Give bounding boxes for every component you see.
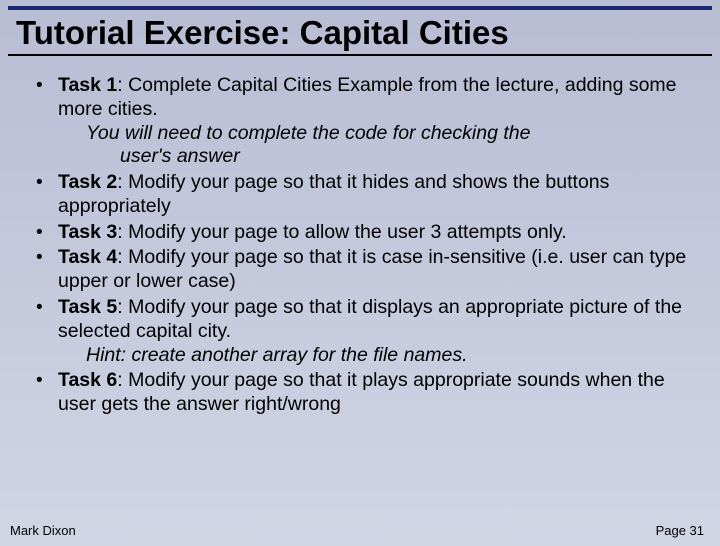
task-item: Task 3: Modify your page to allow the us… xyxy=(34,221,692,245)
task-label: Task 2 xyxy=(58,171,117,193)
task-text: : Modify your page so that it is case in… xyxy=(58,246,686,292)
footer: Mark Dixon Page 31 xyxy=(0,523,720,538)
task-label: Task 5 xyxy=(58,296,117,318)
task-item: Task 1: Complete Capital Cities Example … xyxy=(34,74,692,169)
task-subtext: Hint: create another array for the file … xyxy=(58,344,692,368)
task-text: : Complete Capital Cities Example from t… xyxy=(58,74,677,120)
task-label: Task 4 xyxy=(58,246,117,268)
task-item: Task 4: Modify your page so that it is c… xyxy=(34,246,692,294)
task-item: Task 5: Modify your page so that it disp… xyxy=(34,296,692,367)
footer-page: Page 31 xyxy=(656,523,704,538)
content-area: Task 1: Complete Capital Cities Example … xyxy=(0,74,720,417)
task-subtext-cont: user's answer xyxy=(58,145,692,169)
task-item: Task 6: Modify your page so that it play… xyxy=(34,369,692,417)
task-subtext: You will need to complete the code for c… xyxy=(58,122,692,146)
slide-title: Tutorial Exercise: Capital Cities xyxy=(0,10,720,54)
footer-author: Mark Dixon xyxy=(10,523,76,538)
task-item: Task 2: Modify your page so that it hide… xyxy=(34,171,692,219)
task-text: : Modify your page so that it displays a… xyxy=(58,296,682,342)
task-label: Task 6 xyxy=(58,369,117,391)
task-text: : Modify your page so that it hides and … xyxy=(58,171,609,217)
task-list: Task 1: Complete Capital Cities Example … xyxy=(34,74,692,417)
task-text: : Modify your page to allow the user 3 a… xyxy=(117,221,566,243)
task-text: : Modify your page so that it plays appr… xyxy=(58,369,665,415)
title-underline xyxy=(8,54,712,56)
task-label: Task 1 xyxy=(58,74,117,96)
task-label: Task 3 xyxy=(58,221,117,243)
